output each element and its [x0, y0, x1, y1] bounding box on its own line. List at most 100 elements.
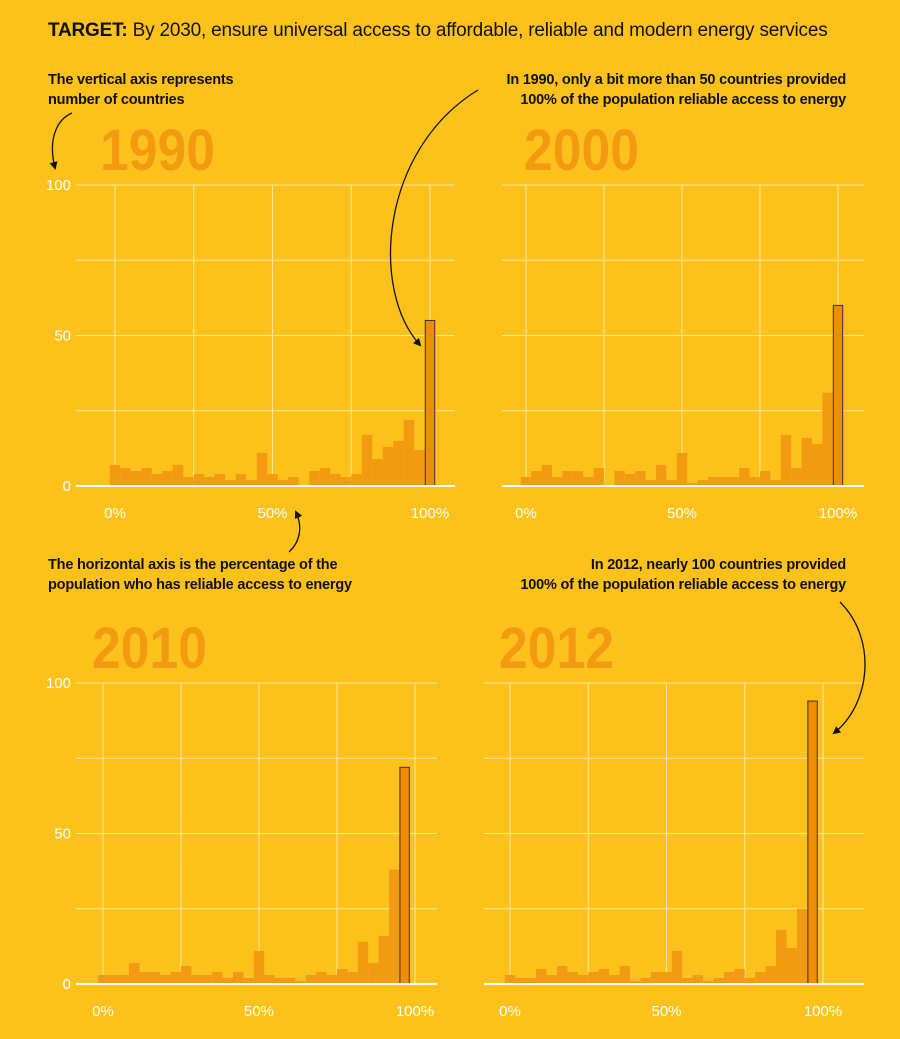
bar-1990-13 — [246, 479, 257, 486]
bar-1990-7 — [183, 476, 194, 486]
x-tick-label-2000-100: 100% — [819, 505, 857, 522]
bar-1990-21 — [330, 473, 341, 486]
bar-2010-11 — [212, 971, 223, 984]
bar-2010-4 — [139, 971, 150, 984]
bar-2010-23 — [337, 968, 348, 984]
bar-2012-0 — [504, 974, 516, 984]
year-label-2000: 2000 — [524, 118, 639, 183]
bar-1990-28 — [403, 419, 415, 486]
y-tick-label-100: 100 — [46, 675, 71, 692]
bar-2010-12 — [222, 977, 233, 984]
bar-2010-17 — [274, 977, 286, 984]
x-tick-label-2010-0: 0% — [92, 1003, 114, 1020]
bar-2012-7 — [577, 974, 589, 984]
bar-2000-25 — [780, 434, 792, 486]
annotation-1990-arrow — [389, 89, 479, 347]
annotation-1990-line-1: In 1990, only a bit more than 50 countri… — [506, 72, 847, 88]
bar-2010-20 — [305, 974, 317, 984]
bar-2012-1 — [515, 977, 526, 984]
bar-2000-15 — [676, 452, 688, 486]
target-label: TARGET: — [48, 20, 128, 41]
bar-2012-27 — [786, 947, 797, 984]
bar-2012-23 — [744, 977, 756, 984]
horizontal-axis-note-line-2: population who has reliable access to en… — [48, 577, 352, 593]
x-tick-label-2010-50: 50% — [244, 1003, 274, 1020]
bar-2010-25 — [357, 941, 369, 984]
y-tick-label-100: 100 — [46, 177, 71, 194]
bar-2010-24 — [347, 971, 358, 984]
bar-2010-5 — [149, 971, 161, 984]
annotation-2012-line-1: In 2012, nearly 100 countries provided — [590, 557, 846, 573]
bar-2010-27 — [378, 935, 389, 984]
bar-1990-8 — [193, 473, 205, 486]
bar-2010-9 — [191, 974, 202, 984]
bar-2012-11 — [619, 965, 630, 984]
bar-2012-21 — [723, 971, 735, 984]
y-tick-label-0: 0 — [63, 976, 71, 993]
bar-2010-28 — [388, 869, 400, 984]
bar-2010-26 — [368, 962, 379, 984]
y-tick-label-0: 0 — [63, 478, 71, 495]
bar-1990-15 — [267, 473, 278, 486]
bar-2000-13 — [655, 464, 667, 486]
bar-2000-17 — [697, 479, 709, 486]
x-tick-label-2010-100: 100% — [396, 1003, 434, 1020]
bar-1990-3 — [141, 467, 152, 486]
year-label-2012: 2012 — [499, 616, 614, 681]
annotation-2012-note: In 2012, nearly 100 countries provided 1… — [520, 555, 846, 595]
x-tick-label-1990-100: 100% — [411, 505, 449, 522]
bar-1990-20 — [319, 467, 331, 486]
x-tick-label-1990-0: 0% — [104, 505, 126, 522]
target-statement: TARGET: By 2030, ensure universal access… — [48, 20, 828, 42]
bar-1990-2 — [130, 470, 142, 486]
x-tick-label-2012-50: 50% — [651, 1003, 681, 1020]
x-tick-label-2012-0: 0% — [499, 1003, 521, 1020]
bar-2000-0 — [520, 476, 532, 486]
x-tick-label-2000-50: 50% — [667, 505, 697, 522]
bar-1990-26 — [382, 446, 394, 486]
bar-2012-14 — [650, 971, 662, 984]
bar-2012-5 — [556, 965, 568, 984]
bar-2000-16 — [687, 482, 698, 486]
bar-2000-28 — [811, 443, 823, 486]
y-tick-label-50: 50 — [54, 328, 71, 345]
annotation-2012-line-2: 100% of the population reliable access t… — [520, 577, 846, 593]
year-label-1990: 1990 — [100, 118, 215, 183]
bar-2012-9 — [598, 968, 610, 984]
bar-1990-30 — [424, 319, 436, 487]
bar-2000-27 — [801, 437, 812, 486]
bar-1990-0 — [109, 464, 121, 486]
bar-1990-1 — [120, 467, 131, 486]
bar-2010-6 — [160, 974, 171, 984]
annotation-1990-line-2: 100% of the population reliable access t… — [520, 92, 846, 108]
bar-1990-6 — [172, 464, 184, 486]
bar-2000-23 — [760, 470, 771, 486]
horizontal-axis-arrow — [288, 510, 303, 553]
horizontal-axis-note-line-1: The horizontal axis is the percentage of… — [48, 557, 338, 573]
bar-2012-20 — [713, 977, 724, 984]
bar-2012-19 — [703, 980, 714, 984]
bar-2012-26 — [776, 929, 787, 984]
bar-2012-10 — [609, 974, 620, 984]
bar-2010-14 — [243, 977, 254, 984]
target-text: By 2030, ensure universal access to affo… — [132, 20, 828, 41]
bar-2000-20 — [728, 476, 740, 486]
bar-2012-3 — [536, 968, 547, 984]
bar-1990-23 — [351, 473, 362, 486]
bar-2012-8 — [588, 971, 599, 984]
x-tick-label-2012-100: 100% — [804, 1003, 842, 1020]
bar-1990-16 — [277, 479, 289, 486]
bar-2000-21 — [739, 467, 750, 486]
bar-1990-11 — [225, 479, 236, 486]
bar-2000-29 — [822, 392, 833, 486]
bar-2010-15 — [253, 950, 265, 984]
bar-2012-24 — [755, 971, 766, 984]
bar-1990-4 — [151, 473, 163, 486]
bar-2000-9 — [614, 470, 625, 486]
bar-1990-25 — [372, 458, 383, 486]
bar-2000-14 — [666, 479, 677, 486]
bar-2010-22 — [326, 974, 337, 984]
bar-2012-16 — [671, 950, 683, 984]
bar-2000-18 — [708, 476, 719, 486]
bar-2000-1 — [531, 470, 542, 486]
